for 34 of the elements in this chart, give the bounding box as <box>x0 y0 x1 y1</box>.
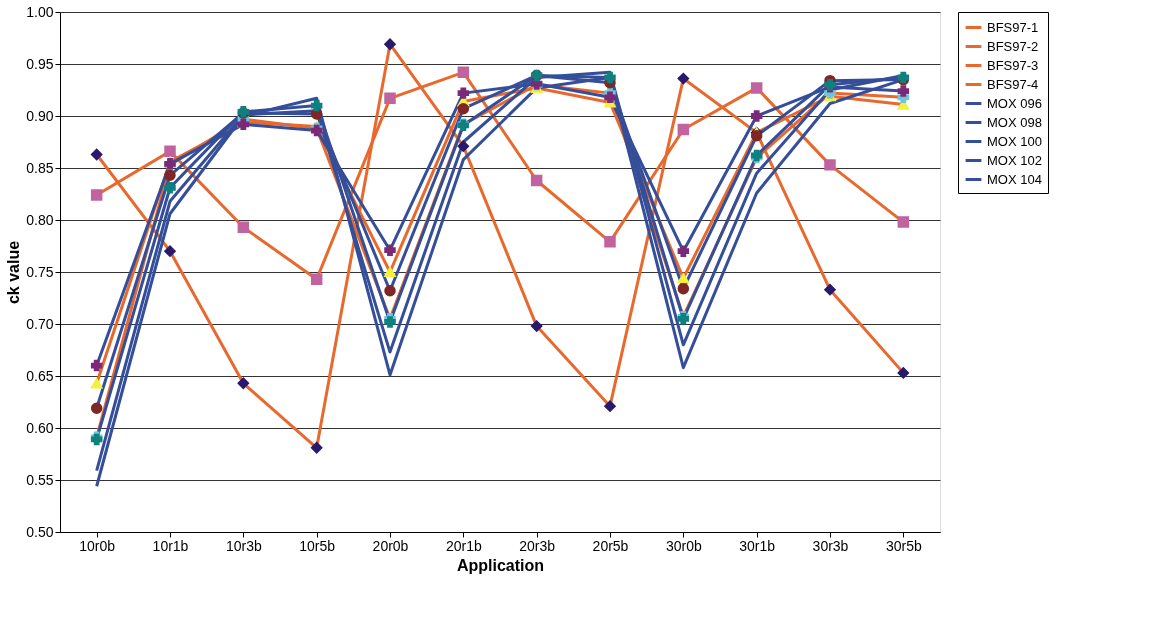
y-tick-label: 0.75 <box>26 263 54 280</box>
y-axis-title: ck value <box>5 240 23 305</box>
y-tick-label: 0.90 <box>26 107 54 124</box>
legend-label: MOX 100 <box>987 133 1042 149</box>
x-tick-label: 30r1b <box>739 537 776 554</box>
y-tick-label: 1.00 <box>26 3 54 20</box>
legend-label: BFS97-4 <box>987 76 1039 92</box>
x-tick-label: 10r0b <box>79 537 116 554</box>
y-tick-label: 0.55 <box>26 471 54 488</box>
legend-label: BFS97-1 <box>987 19 1039 35</box>
x-tick-label: 30r3b <box>812 537 849 554</box>
x-tick-label: 20r3b <box>519 537 556 554</box>
legend-label: MOX 102 <box>987 152 1042 168</box>
legend-label: BFS97-3 <box>987 57 1039 73</box>
x-axis-title: Application <box>456 556 545 574</box>
y-tick-label: 0.70 <box>26 315 54 332</box>
y-tick-label: 0.85 <box>26 159 54 176</box>
x-tick-label: 20r5b <box>592 537 629 554</box>
legend-label: MOX 096 <box>987 95 1042 111</box>
x-tick-label: 20r0b <box>372 537 409 554</box>
y-tick-label: 0.60 <box>26 419 54 436</box>
legend-label: MOX 104 <box>987 171 1042 187</box>
legend-label: BFS97-2 <box>987 38 1039 54</box>
x-tick-label: 30r0b <box>665 537 702 554</box>
y-tick-label: 0.50 <box>26 523 54 540</box>
x-tick-label: 10r5b <box>299 537 336 554</box>
x-tick-label: 10r1b <box>152 537 189 554</box>
y-tick-label: 0.80 <box>26 211 54 228</box>
legend-label: MOX 098 <box>987 114 1042 130</box>
y-tick-label: 0.95 <box>26 55 54 72</box>
x-tick-label: 20r1b <box>445 537 482 554</box>
x-tick-label: 10r3b <box>225 537 262 554</box>
y-tick-label: 0.65 <box>26 367 54 384</box>
x-tick-label: 30r5b <box>885 537 922 554</box>
